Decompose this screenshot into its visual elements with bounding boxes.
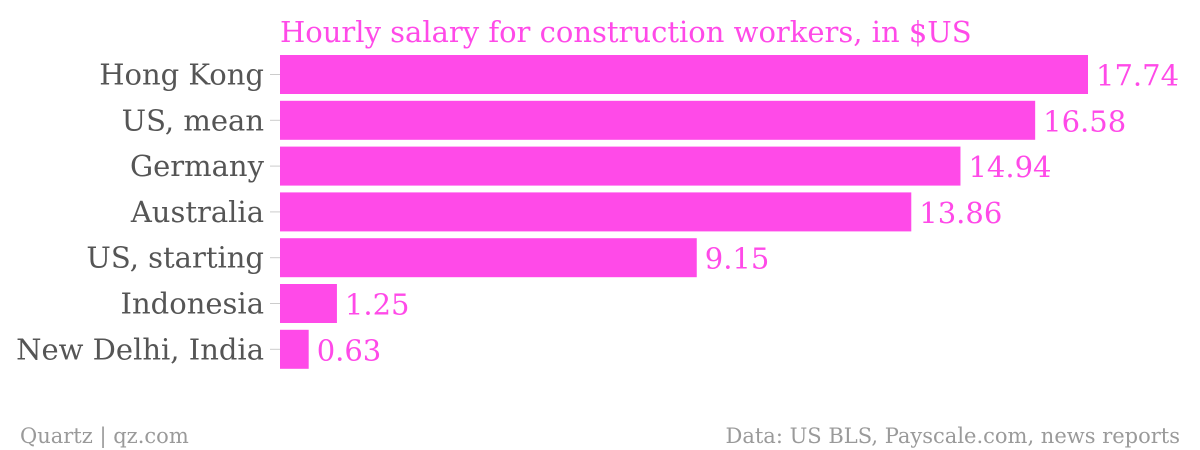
bar	[280, 284, 337, 323]
value-label: 17.74	[1096, 59, 1179, 93]
category-label: US, starting	[86, 241, 264, 275]
value-label: 13.86	[919, 196, 1002, 230]
category-label: New Delhi, India	[16, 332, 264, 366]
chart-title: Hourly salary for construction workers, …	[280, 15, 972, 49]
bar	[280, 55, 1088, 94]
bars-group: Hong Kong 17.74 US, mean 16.58 Germany 14.94 A…	[16, 55, 1179, 369]
bar	[280, 238, 697, 278]
credit-text: Quartz | qz.com	[20, 424, 189, 449]
bar	[280, 192, 912, 232]
category-label: Indonesia	[121, 287, 264, 321]
bar	[280, 146, 961, 186]
value-label: 1.25	[345, 288, 410, 322]
category-label: Germany	[130, 149, 265, 183]
value-label: 9.15	[705, 242, 770, 276]
category-label: Hong Kong	[99, 58, 264, 92]
source-text: Data: US BLS, Payscale.com, news reports	[726, 424, 1181, 448]
value-label: 0.63	[317, 333, 382, 367]
category-label: US, mean	[122, 103, 264, 137]
value-label: 14.94	[968, 150, 1051, 184]
category-label: Australia	[130, 195, 264, 229]
value-label: 16.58	[1043, 104, 1126, 138]
bar	[280, 329, 309, 369]
bar	[280, 100, 1036, 140]
